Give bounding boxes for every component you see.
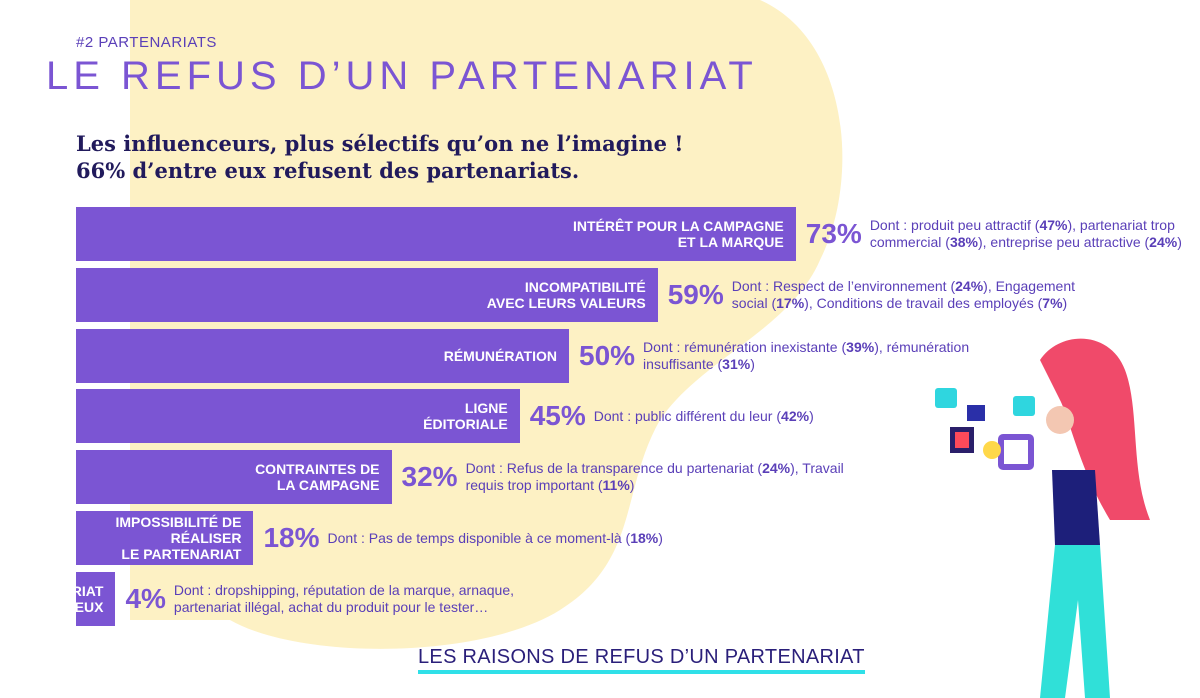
title: LE REFUS D’UN PARTENARIAT bbox=[46, 54, 758, 98]
detail-text: Dont : Refus de la transparence du parte… bbox=[465, 460, 844, 494]
category-label: INTÉRÊT POUR LA CAMPAGNE ET LA MARQUE bbox=[572, 218, 784, 250]
bar: CONTRAINTES DE LA CAMPAGNE bbox=[76, 450, 392, 505]
value-label: 59% bbox=[667, 278, 724, 310]
category-label: PARTENARIAT DOUTEUX bbox=[5, 582, 104, 615]
bar: RÉMUNÉRATION bbox=[76, 328, 569, 383]
bar: IMPOSSIBILITÉ DE RÉALISER LE PARTENARIAT bbox=[76, 511, 254, 565]
bar: LIGNE ÉDITORIALE bbox=[76, 389, 520, 444]
category-label: INCOMPATIBILITÉ AVEC LEURS VALEURS bbox=[486, 278, 646, 311]
annotation: 50% Dont : rémunération inexistante (39%)… bbox=[579, 329, 1023, 383]
kicker: #2 PARTENARIATS bbox=[76, 34, 217, 51]
detail-text: Dont : public différent du leur (42%) bbox=[593, 407, 814, 424]
detail-text: Dont : rémunération inexistante (39%), r… bbox=[643, 338, 970, 372]
detail-text: Dont : Respect de l’environnement (24%),… bbox=[731, 277, 1075, 311]
annotation: 4% Dont : dropshipping, réputation de la … bbox=[125, 572, 553, 626]
value-label: 73% bbox=[805, 218, 862, 249]
bar: PARTENARIAT DOUTEUX bbox=[5, 571, 116, 626]
category-label: RÉMUNÉRATION bbox=[443, 347, 557, 364]
category-label: CONTRAINTES DE LA CAMPAGNE bbox=[255, 461, 380, 494]
value-label: 18% bbox=[263, 522, 320, 553]
bar: INCOMPATIBILITÉ AVEC LEURS VALEURS bbox=[76, 267, 658, 322]
detail-text: Dont : Pas de temps disponible à ce mome… bbox=[327, 529, 663, 546]
subtitle: Les influenceurs, plus sélectifs qu’on n… bbox=[76, 131, 684, 183]
value-label: 50% bbox=[579, 339, 636, 371]
value-label: 4% bbox=[125, 582, 166, 614]
annotation: 59% Dont : Respect de l’environnement (24… bbox=[668, 268, 1112, 322]
annotation: 18% Dont : Pas de temps disponible à ce m… bbox=[263, 511, 707, 565]
annotation: 73% Dont : produit peu attractif (47%), p… bbox=[806, 207, 1200, 261]
caption: LES RAISONS DE REFUS D’UN PARTENARIAT bbox=[418, 646, 865, 674]
annotation: 45% Dont : public différent du leur (42%) bbox=[530, 389, 974, 443]
annotation: 32% Dont : Refus de la transparence du pa… bbox=[402, 450, 846, 504]
value-label: 32% bbox=[401, 461, 458, 493]
bar: INTÉRÊT POUR LA CAMPAGNE ET LA MARQUE bbox=[76, 207, 796, 261]
category-label: IMPOSSIBILITÉ DE RÉALISER LE PARTENARIAT bbox=[115, 514, 242, 562]
illustration bbox=[935, 338, 1150, 698]
detail-text: Dont : dropshipping, réputation de la ma… bbox=[173, 581, 515, 615]
category-label: LIGNE ÉDITORIALE bbox=[423, 400, 508, 433]
value-label: 45% bbox=[529, 400, 586, 432]
detail-text: Dont : produit peu attractif (47%), part… bbox=[869, 217, 1182, 250]
